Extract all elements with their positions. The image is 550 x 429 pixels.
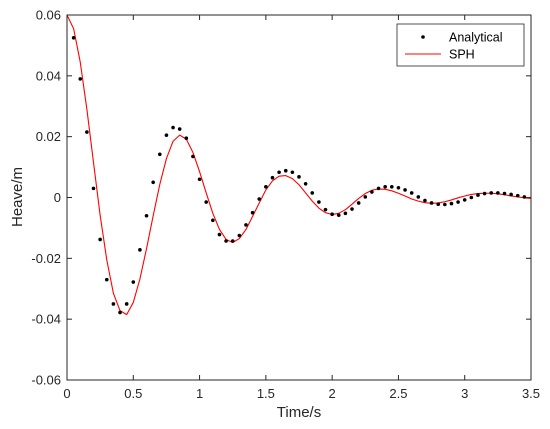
legend-marker-analytical — [421, 35, 425, 39]
analytical-point — [363, 195, 368, 199]
analytical-point — [204, 200, 208, 204]
analytical-point — [390, 185, 394, 189]
analytical-point — [462, 198, 467, 202]
legend-label-analytical: Analytical — [449, 31, 503, 45]
analytical-point — [277, 170, 281, 175]
y-tick-label: 0.04 — [36, 68, 61, 83]
analytical-point — [456, 200, 460, 204]
analytical-point — [171, 125, 175, 130]
analytical-point — [217, 232, 222, 237]
analytical-point — [356, 201, 361, 205]
analytical-point — [522, 195, 527, 199]
legend-label-sph: SPH — [449, 48, 475, 62]
analytical-point — [403, 188, 407, 192]
analytical-point — [177, 127, 182, 131]
analytical-point — [230, 239, 235, 243]
series-layer — [66, 14, 532, 316]
analytical-point — [336, 213, 341, 217]
analytical-point — [416, 195, 421, 199]
analytical-point — [436, 202, 441, 206]
analytical-point — [449, 201, 454, 206]
analytical-point — [164, 133, 169, 137]
analytical-point — [476, 193, 480, 197]
analytical-point — [343, 211, 348, 216]
x-tick-label: 3.5 — [522, 386, 540, 401]
analytical-point — [423, 198, 427, 203]
analytical-point — [111, 302, 116, 306]
analytical-point — [131, 280, 136, 284]
x-tick-label: 1 — [196, 386, 203, 401]
analytical-point — [496, 191, 500, 195]
analytical-point — [383, 185, 387, 189]
analytical-point — [158, 152, 162, 157]
analytical-point — [469, 195, 474, 200]
analytical-point — [489, 191, 494, 195]
analytical-point — [104, 277, 109, 282]
analytical-point — [290, 170, 295, 175]
analytical-point — [85, 130, 89, 134]
analytical-point — [184, 136, 189, 140]
analytical-point — [509, 192, 513, 197]
analytical-point — [396, 185, 401, 190]
x-axis-ticks: 0 0.5 1 1.5 2 2.5 3 3.5 — [63, 15, 540, 401]
analytical-point — [191, 154, 195, 159]
plot-frame — [66, 14, 532, 381]
x-tick-label: 0.5 — [124, 386, 142, 401]
legend-box — [396, 23, 525, 67]
analytical-point — [323, 207, 328, 212]
y-tick-label: -0.04 — [31, 312, 61, 327]
analytical-point — [91, 186, 96, 191]
analytical-point — [118, 310, 122, 315]
analytical-point — [197, 177, 202, 182]
y-tick-label: 0.06 — [36, 8, 61, 23]
legend: Analytical SPH — [396, 23, 525, 67]
analytical-point — [124, 302, 129, 306]
analytical-point — [244, 223, 248, 227]
analytical-point — [409, 191, 414, 195]
analytical-point — [264, 185, 268, 189]
analytical-point — [330, 212, 334, 217]
analytical-point — [151, 180, 155, 185]
x-tick-label: 2.5 — [389, 386, 407, 401]
analytical-point — [429, 201, 434, 205]
x-axis-label: Time/s — [277, 404, 321, 421]
analytical-point — [310, 191, 315, 195]
x-tick-label: 3 — [461, 386, 468, 401]
y-axis-ticks: -0.06 -0.04 -0.02 0 0.02 0.04 0.06 — [31, 8, 531, 388]
analytical-point — [144, 213, 149, 218]
sph-series-line — [66, 14, 532, 316]
analytical-point — [71, 36, 76, 40]
analytical-point — [270, 175, 275, 180]
analytical-point — [350, 207, 354, 211]
analytical-point — [370, 190, 374, 194]
analytical-point — [443, 202, 447, 207]
analytical-point — [98, 237, 102, 242]
x-tick-label: 2 — [329, 386, 336, 401]
analytical-point — [250, 210, 255, 215]
y-tick-label: -0.02 — [31, 251, 61, 266]
analytical-point — [297, 175, 301, 179]
analytical-point — [283, 168, 288, 173]
y-axis-label: Heave/m — [9, 167, 26, 227]
analytical-point — [257, 197, 262, 201]
x-tick-label: 1.5 — [257, 386, 275, 401]
analytical-point — [482, 191, 487, 196]
analytical-point — [303, 182, 308, 186]
x-tick-label: 0 — [63, 386, 70, 401]
y-tick-label: -0.06 — [31, 373, 61, 388]
analytical-point — [376, 186, 381, 191]
plot-area — [67, 15, 531, 380]
analytical-point — [211, 218, 215, 223]
analytical-point — [138, 248, 142, 252]
analytical-point — [78, 77, 83, 81]
analytical-point — [502, 191, 507, 196]
y-tick-label: 0 — [54, 190, 61, 205]
analytical-point — [237, 233, 242, 238]
analytical-point — [224, 239, 228, 243]
y-tick-label: 0.02 — [36, 129, 61, 144]
analytical-point — [515, 193, 520, 198]
analytical-point — [317, 200, 321, 204]
